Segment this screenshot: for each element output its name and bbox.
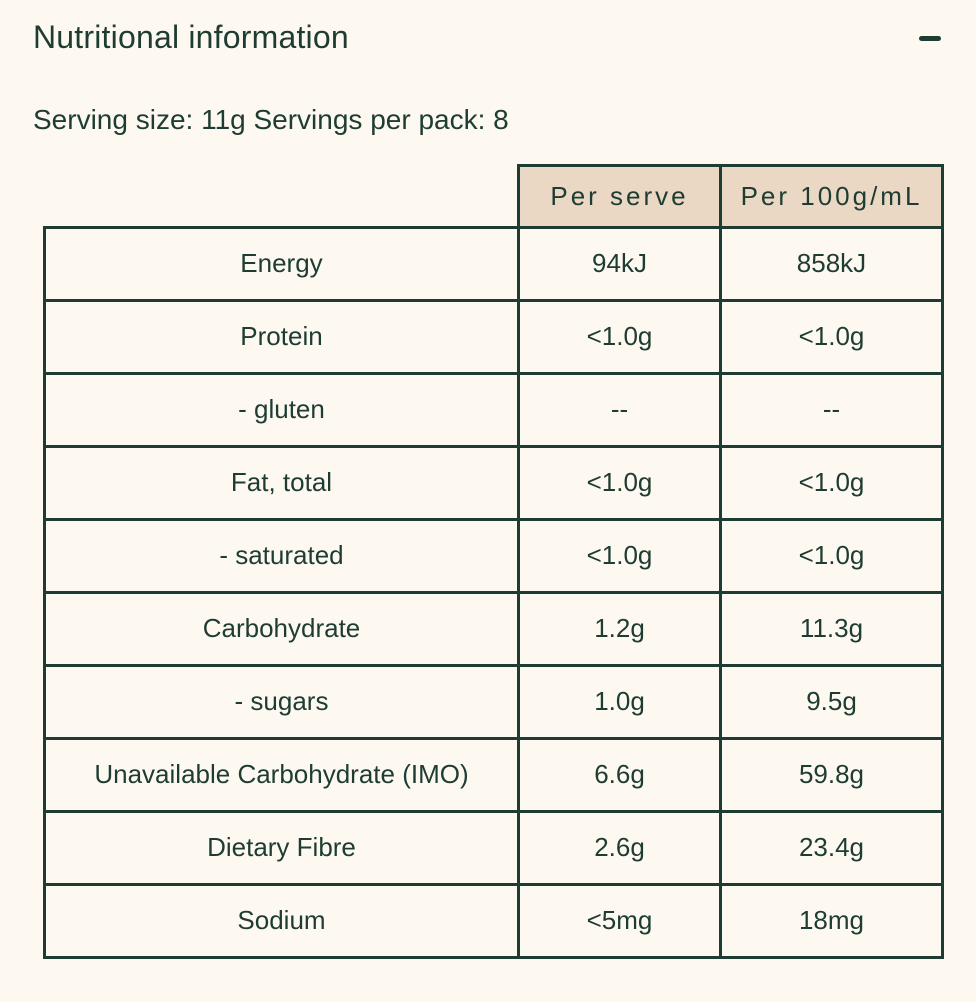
accordion-header[interactable]: Nutritional information — [33, 14, 941, 62]
table-header-row: Per serve Per 100g/mL — [45, 163, 944, 229]
nutrient-label: Carbohydrate — [43, 590, 520, 667]
per-serve-value: 94kJ — [517, 225, 722, 302]
per-serve-value: <1.0g — [517, 444, 722, 521]
minus-icon — [919, 35, 941, 41]
per-100g-value: 9.5g — [719, 663, 944, 740]
table-row: Dietary Fibre 2.6g 23.4g — [43, 809, 944, 886]
per-serve-value: 1.2g — [517, 590, 722, 667]
table-row: - gluten -- -- — [43, 371, 944, 448]
per-serve-value: 1.0g — [517, 663, 722, 740]
serving-info: Serving size: 11g Servings per pack: 8 — [33, 104, 509, 135]
column-header-per-100g: Per 100g/mL — [719, 163, 944, 229]
table-row: - saturated <1.0g <1.0g — [43, 517, 944, 594]
nutrient-label: Protein — [43, 298, 520, 375]
nutrient-label: Unavailable Carbohydrate (IMO) — [43, 736, 520, 813]
nutrient-label: Energy — [43, 225, 520, 302]
per-100g-value: 59.8g — [719, 736, 944, 813]
collapse-button[interactable] — [919, 28, 941, 49]
per-100g-value: -- — [719, 371, 944, 448]
empty-header-cell — [45, 165, 519, 227]
table-row: Unavailable Carbohydrate (IMO) 6.6g 59.8… — [43, 736, 944, 813]
nutrient-label: Fat, total — [43, 444, 520, 521]
nutrient-label: Dietary Fibre — [43, 809, 520, 886]
per-serve-value: <5mg — [517, 882, 722, 959]
table-row: Protein <1.0g <1.0g — [43, 298, 944, 375]
per-100g-value: <1.0g — [719, 298, 944, 375]
nutrient-label: - saturated — [43, 517, 520, 594]
table-row: - sugars 1.0g 9.5g — [43, 663, 944, 740]
per-100g-value: 11.3g — [719, 590, 944, 667]
nutritional-information-section: Nutritional information Serving size: 11… — [33, 14, 944, 959]
per-serve-value: -- — [517, 371, 722, 448]
per-serve-value: <1.0g — [517, 298, 722, 375]
nutrient-label: - gluten — [43, 371, 520, 448]
per-100g-value: 23.4g — [719, 809, 944, 886]
table-row: Sodium <5mg 18mg — [43, 882, 944, 959]
per-100g-value: 18mg — [719, 882, 944, 959]
table-row: Carbohydrate 1.2g 11.3g — [43, 590, 944, 667]
per-serve-value: <1.0g — [517, 517, 722, 594]
nutrition-table: Per serve Per 100g/mL Energy 94kJ 858kJ … — [43, 163, 944, 959]
per-100g-value: <1.0g — [719, 517, 944, 594]
column-header-per-serve: Per serve — [517, 163, 722, 229]
nutrient-label: Sodium — [43, 882, 520, 959]
per-serve-value: 6.6g — [517, 736, 722, 813]
per-100g-value: <1.0g — [719, 444, 944, 521]
table-row: Fat, total <1.0g <1.0g — [43, 444, 944, 521]
section-title: Nutritional information — [33, 19, 349, 56]
per-100g-value: 858kJ — [719, 225, 944, 302]
per-serve-value: 2.6g — [517, 809, 722, 886]
nutrient-label: - sugars — [43, 663, 520, 740]
table-row: Energy 94kJ 858kJ — [43, 225, 944, 302]
